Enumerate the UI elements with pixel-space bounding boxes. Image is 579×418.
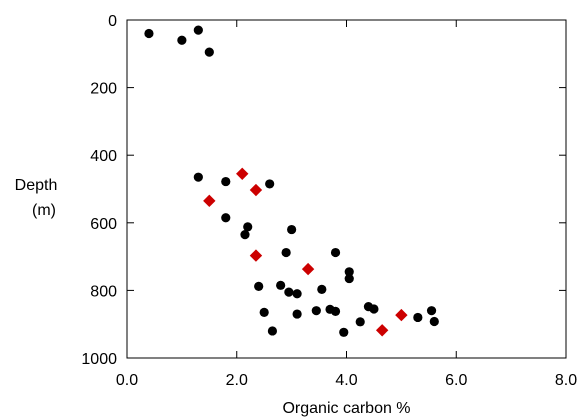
data-markers (144, 25, 439, 337)
data-point-circle (193, 172, 203, 182)
data-point-diamond (203, 194, 216, 208)
data-point-circle (177, 35, 187, 45)
data-point-circle (344, 267, 354, 277)
data-point-circle (330, 306, 341, 316)
y-tick-label: 400 (90, 148, 117, 165)
y-axis-ticks: 0 200 400 600 800 1000 (81, 13, 566, 368)
data-point-circle (259, 307, 269, 317)
data-point-circle (317, 284, 327, 294)
data-point-circle (144, 28, 154, 39)
data-point-diamond (249, 249, 263, 262)
y-tick-label: 1000 (81, 351, 117, 368)
x-tick-label: 8.0 (555, 372, 577, 389)
x-tick-label: 4.0 (335, 372, 357, 389)
data-point-circle (355, 317, 365, 327)
data-point-circle (344, 273, 354, 284)
data-point-diamond (395, 308, 408, 322)
x-axis-ticks: 0.0 2.0 4.0 6.0 8.0 (116, 20, 577, 389)
data-point-circle (243, 222, 253, 232)
x-tick-label: 2.0 (226, 372, 248, 389)
data-point-circle (204, 47, 214, 57)
y-tick-label: 600 (90, 216, 117, 233)
data-point-diamond (249, 183, 263, 197)
data-point-circle (339, 327, 349, 337)
data-point-circle (221, 213, 231, 223)
data-point-diamond (301, 262, 315, 276)
y-tick-label: 800 (90, 283, 117, 300)
data-point-circle (221, 176, 231, 187)
plot-frame (126, 19, 567, 359)
data-point-circle (267, 326, 278, 336)
y-tick-label: 0 (108, 13, 117, 30)
data-point-diamond (375, 324, 389, 337)
data-point-circle (426, 306, 437, 316)
x-tick-label: 6.0 (445, 372, 467, 389)
data-point-circle (292, 289, 302, 299)
y-axis-label-line-1: Depth (15, 177, 58, 194)
y-tick-label: 200 (90, 81, 117, 98)
data-point-circle (276, 280, 286, 290)
data-point-circle (311, 306, 321, 316)
plot-area (126, 19, 567, 359)
data-point-circle (429, 316, 439, 327)
data-point-circle (287, 224, 297, 235)
data-point-circle (413, 312, 423, 323)
data-point-circle (240, 230, 250, 240)
x-tick-label: 0.0 (116, 372, 138, 389)
y-axis-label-line-2: (m) (32, 202, 56, 219)
data-point-circle (330, 247, 341, 258)
x-axis-label: Organic carbon % (282, 400, 410, 417)
data-point-circle (281, 247, 291, 258)
data-point-circle (292, 309, 302, 319)
data-point-circle (265, 179, 275, 189)
data-point-circle (284, 287, 294, 297)
data-point-circle (254, 281, 264, 291)
data-point-circle (369, 304, 379, 314)
data-point-circle (193, 25, 203, 35)
data-point-diamond (236, 167, 249, 180)
